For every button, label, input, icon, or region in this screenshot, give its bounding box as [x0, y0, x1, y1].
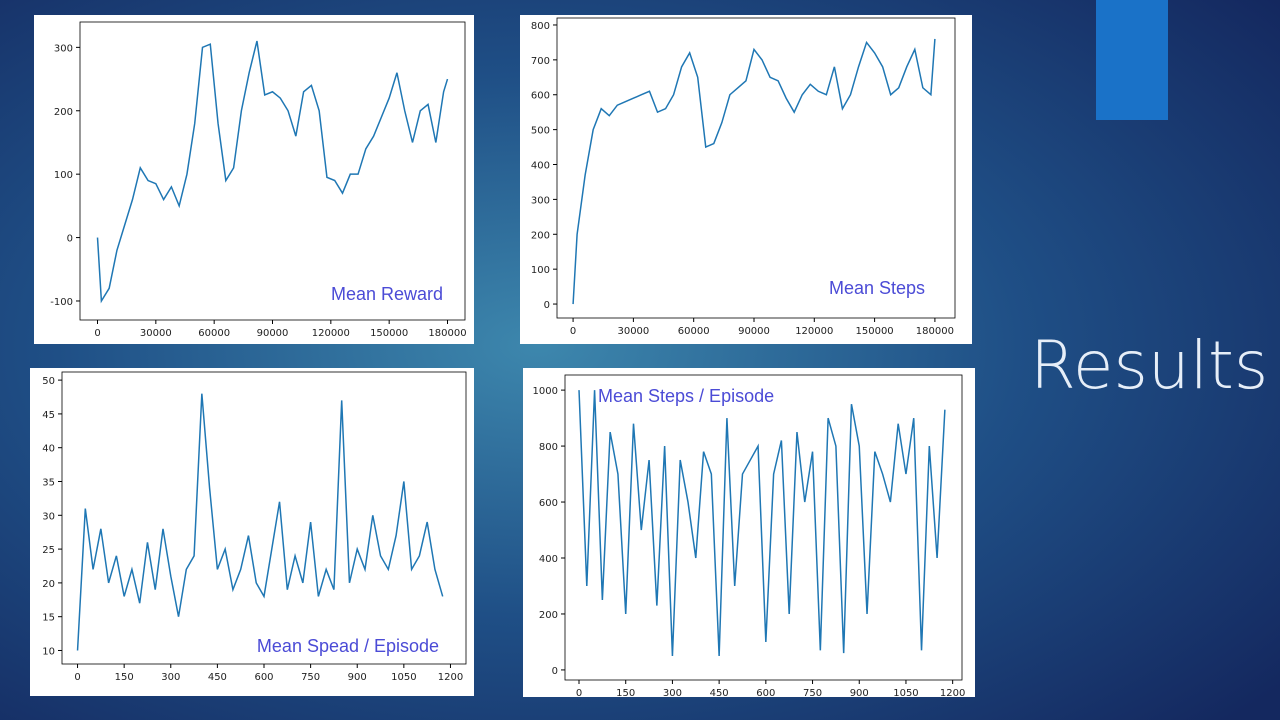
y-tick-label: 600 [531, 91, 550, 102]
chart: 0 150 300 450 600 750 900 1050 1200 10 15 20 25 30 35 4… [30, 368, 474, 696]
y-tick-label: 10 [42, 646, 55, 657]
x-tick-label: 180000 [916, 326, 954, 337]
chart-panel [520, 15, 972, 344]
chart-panel [30, 368, 474, 696]
y-tick-label: 600 [539, 498, 558, 509]
x-tick-label: 180000 [428, 328, 466, 339]
y-tick-label: 500 [531, 126, 550, 137]
x-tick-label: 90000 [738, 326, 770, 337]
y-tick-label: 0 [67, 234, 73, 245]
chart-annotation: Mean Reward [331, 284, 443, 304]
y-tick-label: 0 [544, 300, 550, 311]
y-tick-label: 700 [531, 56, 550, 67]
x-tick-label: 150 [115, 672, 134, 683]
y-tick-label: 200 [531, 230, 550, 241]
data-line [572, 38, 936, 305]
x-tick-label: 120000 [312, 328, 350, 339]
y-tick-label: 50 [42, 376, 55, 387]
y-tick-label: 0 [552, 666, 558, 677]
x-tick-label: 750 [301, 672, 320, 683]
y-tick-label: 100 [531, 265, 550, 276]
y-tick-label: 400 [539, 554, 558, 565]
chart-panel [523, 368, 975, 697]
data-line [76, 393, 444, 651]
x-tick-label: 0 [576, 688, 582, 699]
y-tick-label: 30 [42, 511, 55, 522]
x-tick-label: 150000 [370, 328, 408, 339]
x-tick-label: 750 [803, 688, 822, 699]
y-tick-label: 300 [531, 195, 550, 206]
x-tick-label: 300 [663, 688, 682, 699]
x-tick-label: 1050 [893, 688, 918, 699]
x-tick-label: 600 [756, 688, 775, 699]
y-tick-label: 300 [54, 43, 73, 54]
x-tick-label: 30000 [617, 326, 649, 337]
x-tick-label: 120000 [795, 326, 833, 337]
plot-frame [564, 374, 963, 681]
chart-panel [34, 15, 474, 344]
plot-frame [556, 17, 956, 319]
chart-annotation: Mean Steps / Episode [598, 386, 774, 406]
y-tick-label: 800 [531, 21, 550, 32]
x-tick-label: 1200 [940, 688, 965, 699]
y-tick-label: -100 [50, 297, 73, 308]
data-line [96, 40, 449, 304]
y-tick-label: 1000 [533, 386, 558, 397]
x-tick-label: 450 [208, 672, 227, 683]
y-tick-label: 400 [531, 161, 550, 172]
y-tick-label: 800 [539, 442, 558, 453]
x-tick-label: 60000 [678, 326, 710, 337]
x-tick-label: 0 [94, 328, 100, 339]
x-tick-label: 90000 [257, 328, 289, 339]
x-tick-label: 0 [570, 326, 576, 337]
x-tick-label: 1050 [391, 672, 416, 683]
y-tick-label: 35 [42, 478, 55, 489]
chart-annotation: Mean Steps [829, 278, 925, 298]
x-tick-label: 30000 [140, 328, 172, 339]
x-tick-label: 900 [850, 688, 869, 699]
x-tick-label: 1200 [438, 672, 463, 683]
x-tick-label: 600 [254, 672, 273, 683]
chart: 0 30000 60000 90000 120000 150000 180000 0 100 20… [520, 15, 972, 344]
x-tick-label: 150000 [856, 326, 894, 337]
y-tick-label: 15 [42, 613, 55, 624]
chart-annotation: Mean Spead / Episode [257, 636, 439, 656]
x-tick-label: 60000 [198, 328, 230, 339]
x-tick-label: 450 [710, 688, 729, 699]
y-tick-label: 25 [42, 545, 55, 556]
data-line [578, 390, 946, 656]
y-tick-label: 45 [42, 410, 55, 421]
x-tick-label: 900 [348, 672, 367, 683]
y-tick-label: 200 [539, 610, 558, 621]
y-tick-label: 200 [54, 107, 73, 118]
chart: 0 150 300 450 600 750 900 1050 1200 0 200 400 600 800… [523, 368, 975, 699]
y-tick-label: 40 [42, 444, 55, 455]
chart: 0 30000 60000 90000 120000 150000 180000 -100 0 1… [34, 15, 474, 344]
x-tick-label: 300 [161, 672, 180, 683]
y-tick-label: 100 [54, 170, 73, 181]
slide-title: Results [1030, 327, 1268, 404]
x-tick-label: 0 [74, 672, 80, 683]
accent-block [1096, 0, 1168, 120]
x-tick-label: 150 [616, 688, 635, 699]
y-tick-label: 20 [42, 579, 55, 590]
